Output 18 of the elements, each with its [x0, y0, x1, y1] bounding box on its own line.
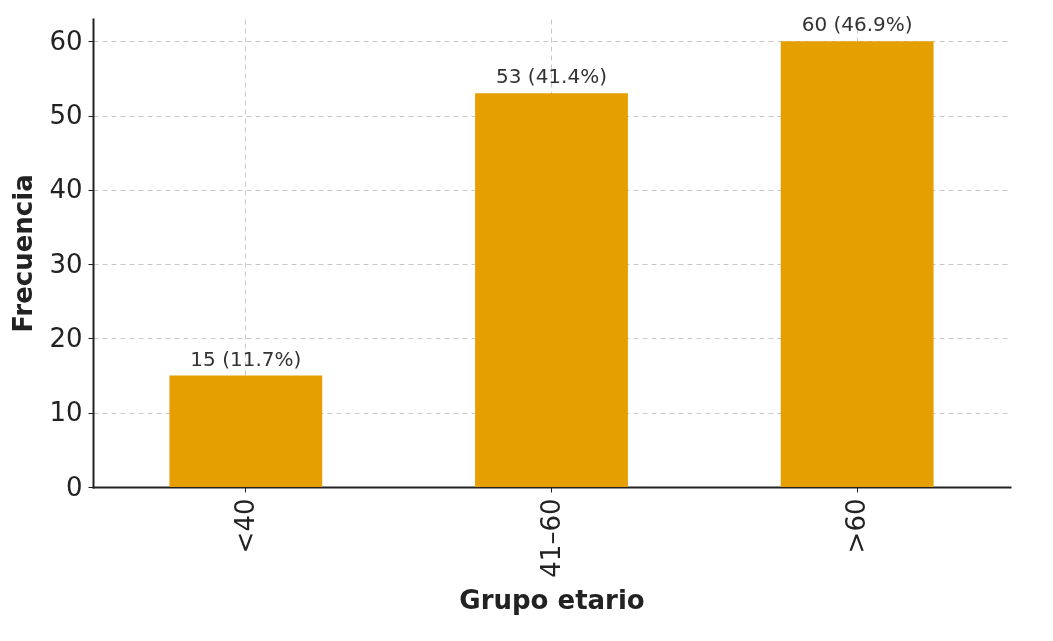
y-tick-label: 50	[49, 100, 83, 131]
y-tick-label: 60	[49, 25, 83, 56]
y-tick-label: 30	[49, 248, 83, 279]
y-tick-label: 20	[49, 322, 83, 353]
x-tick-label: <40	[229, 498, 260, 554]
data-label: 53 (41.4%)	[496, 64, 607, 89]
x-tick-label: 41–60	[535, 498, 566, 578]
x-tick-label: >60	[841, 498, 872, 554]
data-label: 60 (46.9%)	[801, 12, 913, 37]
bar	[169, 375, 323, 487]
x-axis-title: Grupo etario	[459, 584, 645, 615]
y-tick-label: 0	[65, 471, 83, 502]
y-tick-label: 40	[49, 174, 83, 205]
bar	[780, 41, 934, 487]
y-axis-title: Frecuencia	[8, 174, 39, 333]
y-tick-label: 10	[49, 397, 83, 428]
data-label: 15 (11.7%)	[190, 346, 302, 371]
bar	[475, 93, 628, 487]
